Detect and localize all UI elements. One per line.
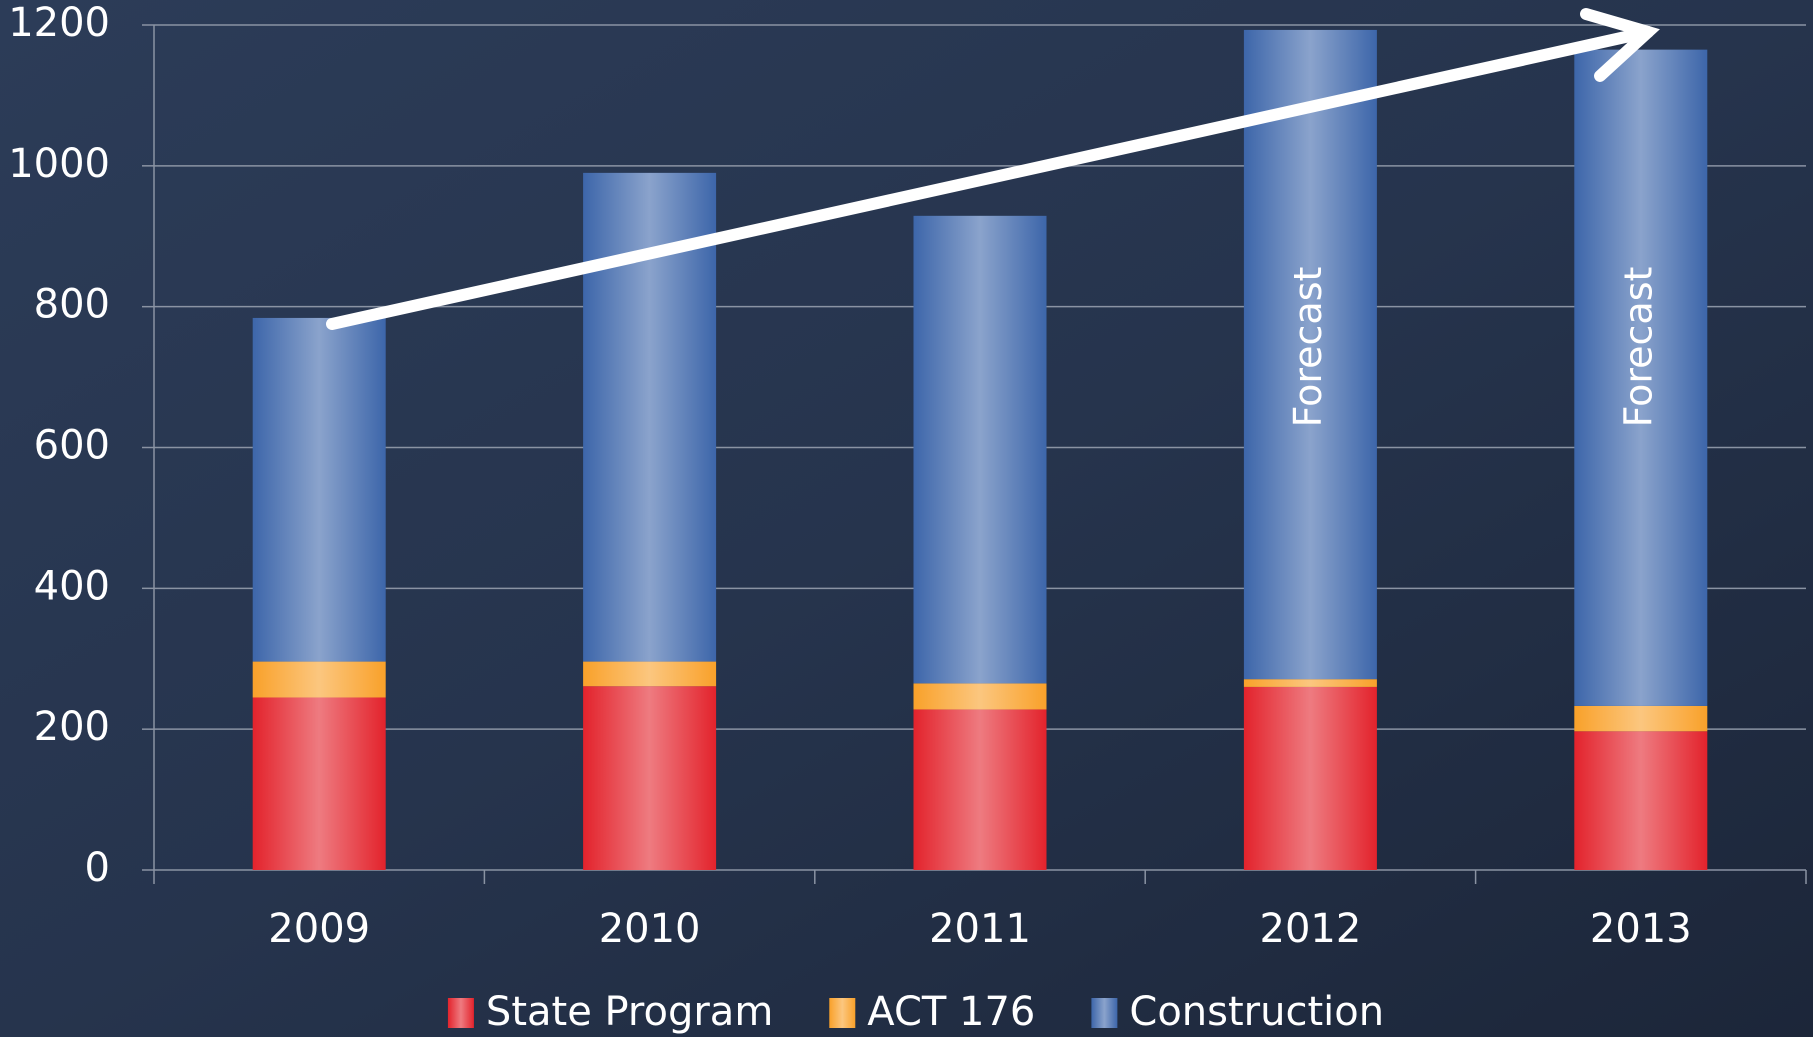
bar-sheen <box>1574 49 1708 706</box>
bar-sheen <box>1243 679 1377 687</box>
y-tick-label: 0 <box>85 845 110 891</box>
y-tick-label: 600 <box>34 423 110 469</box>
bar-sheen <box>1574 705 1708 732</box>
bar-sheen <box>1243 29 1377 680</box>
y-tick-label: 1200 <box>8 0 110 46</box>
bar-sheen <box>583 661 717 687</box>
y-tick-label: 1000 <box>8 141 110 187</box>
plot-area: 0 200 400 600 800 1000 1200 2009 2010 2011 2012 For… <box>8 0 1807 952</box>
x-tick-label: 2011 <box>929 906 1031 952</box>
x-tick-label: 2012 <box>1260 906 1362 952</box>
bar-sheen <box>252 697 386 870</box>
legend-swatch-sheen <box>829 998 856 1028</box>
forecast-label: Forecast <box>1286 267 1330 428</box>
bar-sheen <box>583 686 717 870</box>
legend-label: State Program <box>486 989 773 1035</box>
y-tick-label: 200 <box>34 704 110 750</box>
x-tick-label: 2009 <box>268 906 370 952</box>
bar-sheen <box>252 661 386 698</box>
bar-sheen <box>1574 731 1708 870</box>
bar-sheen <box>1243 686 1377 870</box>
y-tick-label: 800 <box>34 282 110 328</box>
forecast-label: Forecast <box>1616 267 1660 428</box>
x-tick-label: 2010 <box>599 906 701 952</box>
y-tick-label: 400 <box>34 563 110 609</box>
bar-sheen <box>252 317 386 662</box>
bar-sheen <box>913 709 1047 870</box>
x-tick-label: 2013 <box>1590 906 1692 952</box>
legend: State Program ACT 176 Construction <box>447 989 1384 1035</box>
legend-swatch-sheen <box>447 998 474 1028</box>
bar-sheen <box>913 683 1047 710</box>
bar-sheen <box>913 215 1047 684</box>
legend-swatch-sheen <box>1091 998 1118 1028</box>
trend-arrow <box>326 8 1660 330</box>
legend-label: Construction <box>1129 989 1384 1035</box>
legend-label: ACT 176 <box>867 989 1035 1035</box>
